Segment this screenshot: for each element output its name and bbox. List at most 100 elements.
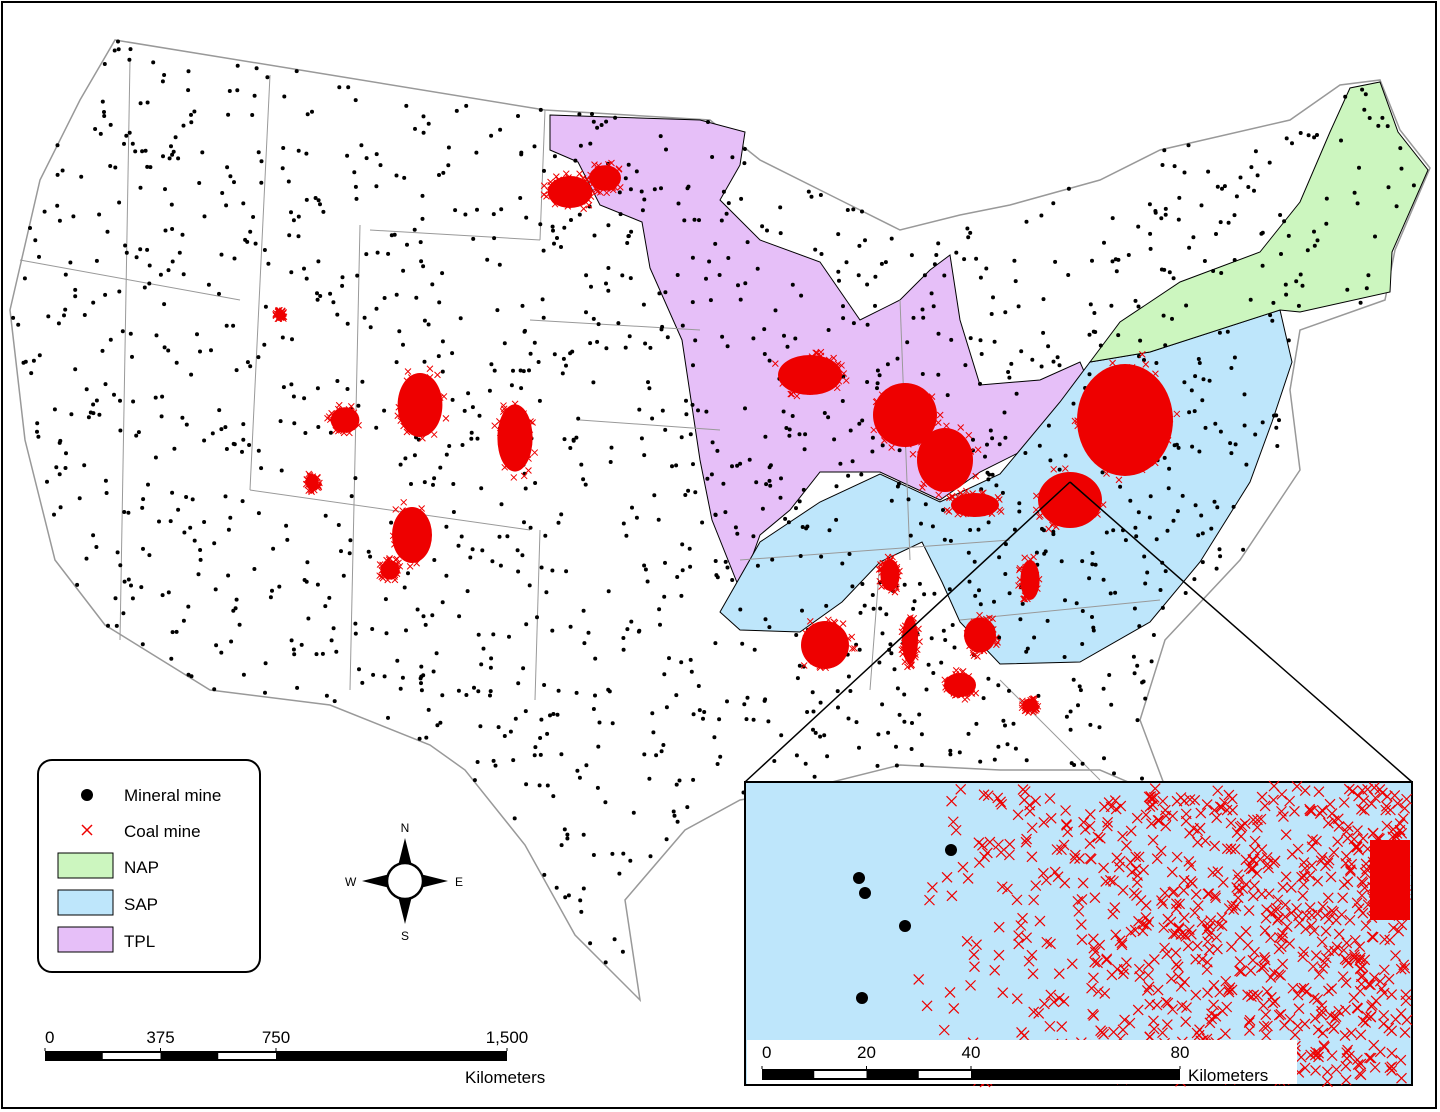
coal-mine bbox=[418, 505, 426, 512]
mineral-mine bbox=[603, 960, 608, 965]
mineral-mine bbox=[738, 297, 743, 302]
coal-mine bbox=[1333, 928, 1345, 940]
mineral-mine bbox=[899, 920, 911, 932]
mineral-mine bbox=[799, 293, 804, 298]
mineral-mine bbox=[122, 579, 127, 584]
coal-mine bbox=[403, 507, 411, 515]
mineral-mine bbox=[554, 885, 559, 890]
mineral-mine bbox=[73, 294, 78, 299]
mineral-mine bbox=[674, 693, 679, 698]
coal-mine bbox=[1296, 871, 1307, 883]
coal-mine bbox=[913, 629, 921, 637]
coal-mine bbox=[1033, 1007, 1045, 1019]
mineral-mine bbox=[559, 752, 564, 757]
mineral-mine bbox=[378, 163, 383, 168]
mineral-mine bbox=[52, 512, 56, 517]
coal-mine bbox=[425, 379, 433, 387]
mineral-mine bbox=[432, 558, 437, 562]
mineral-mine bbox=[581, 886, 586, 891]
mineral-mine bbox=[763, 434, 768, 439]
coal-mine bbox=[1074, 422, 1082, 430]
mineral-mine bbox=[364, 156, 369, 161]
mineral-mine bbox=[836, 232, 841, 237]
coal-mine bbox=[1212, 785, 1224, 797]
coal-mine bbox=[1351, 841, 1363, 853]
mineral-mine bbox=[147, 281, 152, 286]
mineral-mine bbox=[579, 909, 584, 914]
coal-mine bbox=[391, 561, 399, 568]
mineral-mine bbox=[608, 460, 613, 464]
coal-mine bbox=[595, 162, 602, 170]
coal-field bbox=[497, 404, 533, 472]
mineral-mine bbox=[127, 57, 132, 62]
coal-mine bbox=[840, 370, 848, 377]
coal-mine bbox=[1121, 957, 1132, 968]
mineral-mine bbox=[438, 720, 443, 725]
mineral-mine bbox=[654, 753, 659, 758]
mineral-mine bbox=[1090, 562, 1095, 567]
mineral-mine bbox=[826, 328, 831, 332]
coal-mine bbox=[413, 559, 421, 567]
mineral-mine bbox=[1017, 509, 1022, 514]
mineral-mine bbox=[610, 721, 615, 726]
mineral-mine bbox=[1352, 190, 1357, 195]
coal-mine bbox=[1316, 936, 1328, 948]
mineral-mine bbox=[1231, 504, 1236, 509]
coal-mine bbox=[1344, 914, 1356, 926]
coal-mine bbox=[1030, 695, 1038, 703]
mineral-mine bbox=[760, 224, 765, 229]
coal-mine bbox=[1179, 976, 1191, 988]
mineral-mine bbox=[978, 275, 983, 280]
coal-mine bbox=[432, 400, 440, 407]
mineral-mine bbox=[1039, 213, 1044, 218]
mineral-mine bbox=[545, 783, 550, 788]
mineral-mine bbox=[1278, 213, 1283, 217]
coal-mine bbox=[787, 390, 795, 398]
mineral-mine bbox=[1005, 742, 1010, 747]
mineral-mine bbox=[621, 521, 626, 526]
mineral-mine bbox=[857, 745, 861, 750]
mineral-mine bbox=[251, 215, 256, 219]
mineral-mine bbox=[528, 525, 533, 530]
coal-mine bbox=[415, 536, 423, 544]
coal-mine bbox=[1145, 792, 1157, 804]
coal-mine bbox=[1137, 918, 1149, 930]
coal-mine bbox=[961, 935, 973, 947]
mineral-mine bbox=[189, 120, 194, 125]
mineral-mine bbox=[1053, 259, 1058, 264]
coal-mine bbox=[1038, 998, 1050, 1010]
mineral-mine bbox=[806, 189, 811, 194]
legend-label: NAP bbox=[124, 858, 159, 877]
coal-mine bbox=[896, 567, 903, 575]
scale-label: 40 bbox=[962, 1043, 981, 1062]
mineral-mine bbox=[489, 656, 494, 661]
coal-mine bbox=[1020, 836, 1032, 848]
mineral-mine bbox=[643, 567, 648, 572]
coal-mine bbox=[1285, 882, 1297, 893]
coal-mine bbox=[1344, 865, 1356, 877]
mineral-mine bbox=[870, 435, 875, 440]
coal-mine bbox=[340, 415, 348, 423]
mineral-mine bbox=[643, 341, 648, 346]
mineral-mine bbox=[1189, 388, 1194, 393]
mineral-mine bbox=[464, 103, 469, 108]
coal-mine bbox=[1133, 915, 1144, 927]
mineral-mine bbox=[742, 147, 747, 151]
mineral-mine bbox=[465, 589, 470, 594]
coal-mine bbox=[812, 639, 820, 646]
mineral-mine bbox=[763, 617, 768, 622]
mineral-mine bbox=[435, 723, 440, 728]
coal-mine bbox=[1104, 874, 1116, 886]
mineral-mine bbox=[1286, 233, 1291, 238]
mineral-mine bbox=[662, 594, 667, 599]
mineral-mine bbox=[169, 144, 173, 149]
coal-mine bbox=[1138, 864, 1150, 876]
mineral-mine bbox=[720, 334, 725, 339]
mineral-mine bbox=[1101, 577, 1106, 582]
mineral-mine bbox=[498, 563, 503, 568]
mineral-mine bbox=[908, 533, 913, 538]
mineral-mine bbox=[214, 643, 219, 648]
mineral-mine bbox=[984, 266, 989, 271]
mineral-mine bbox=[197, 181, 202, 185]
coal-mine bbox=[1056, 1021, 1068, 1033]
